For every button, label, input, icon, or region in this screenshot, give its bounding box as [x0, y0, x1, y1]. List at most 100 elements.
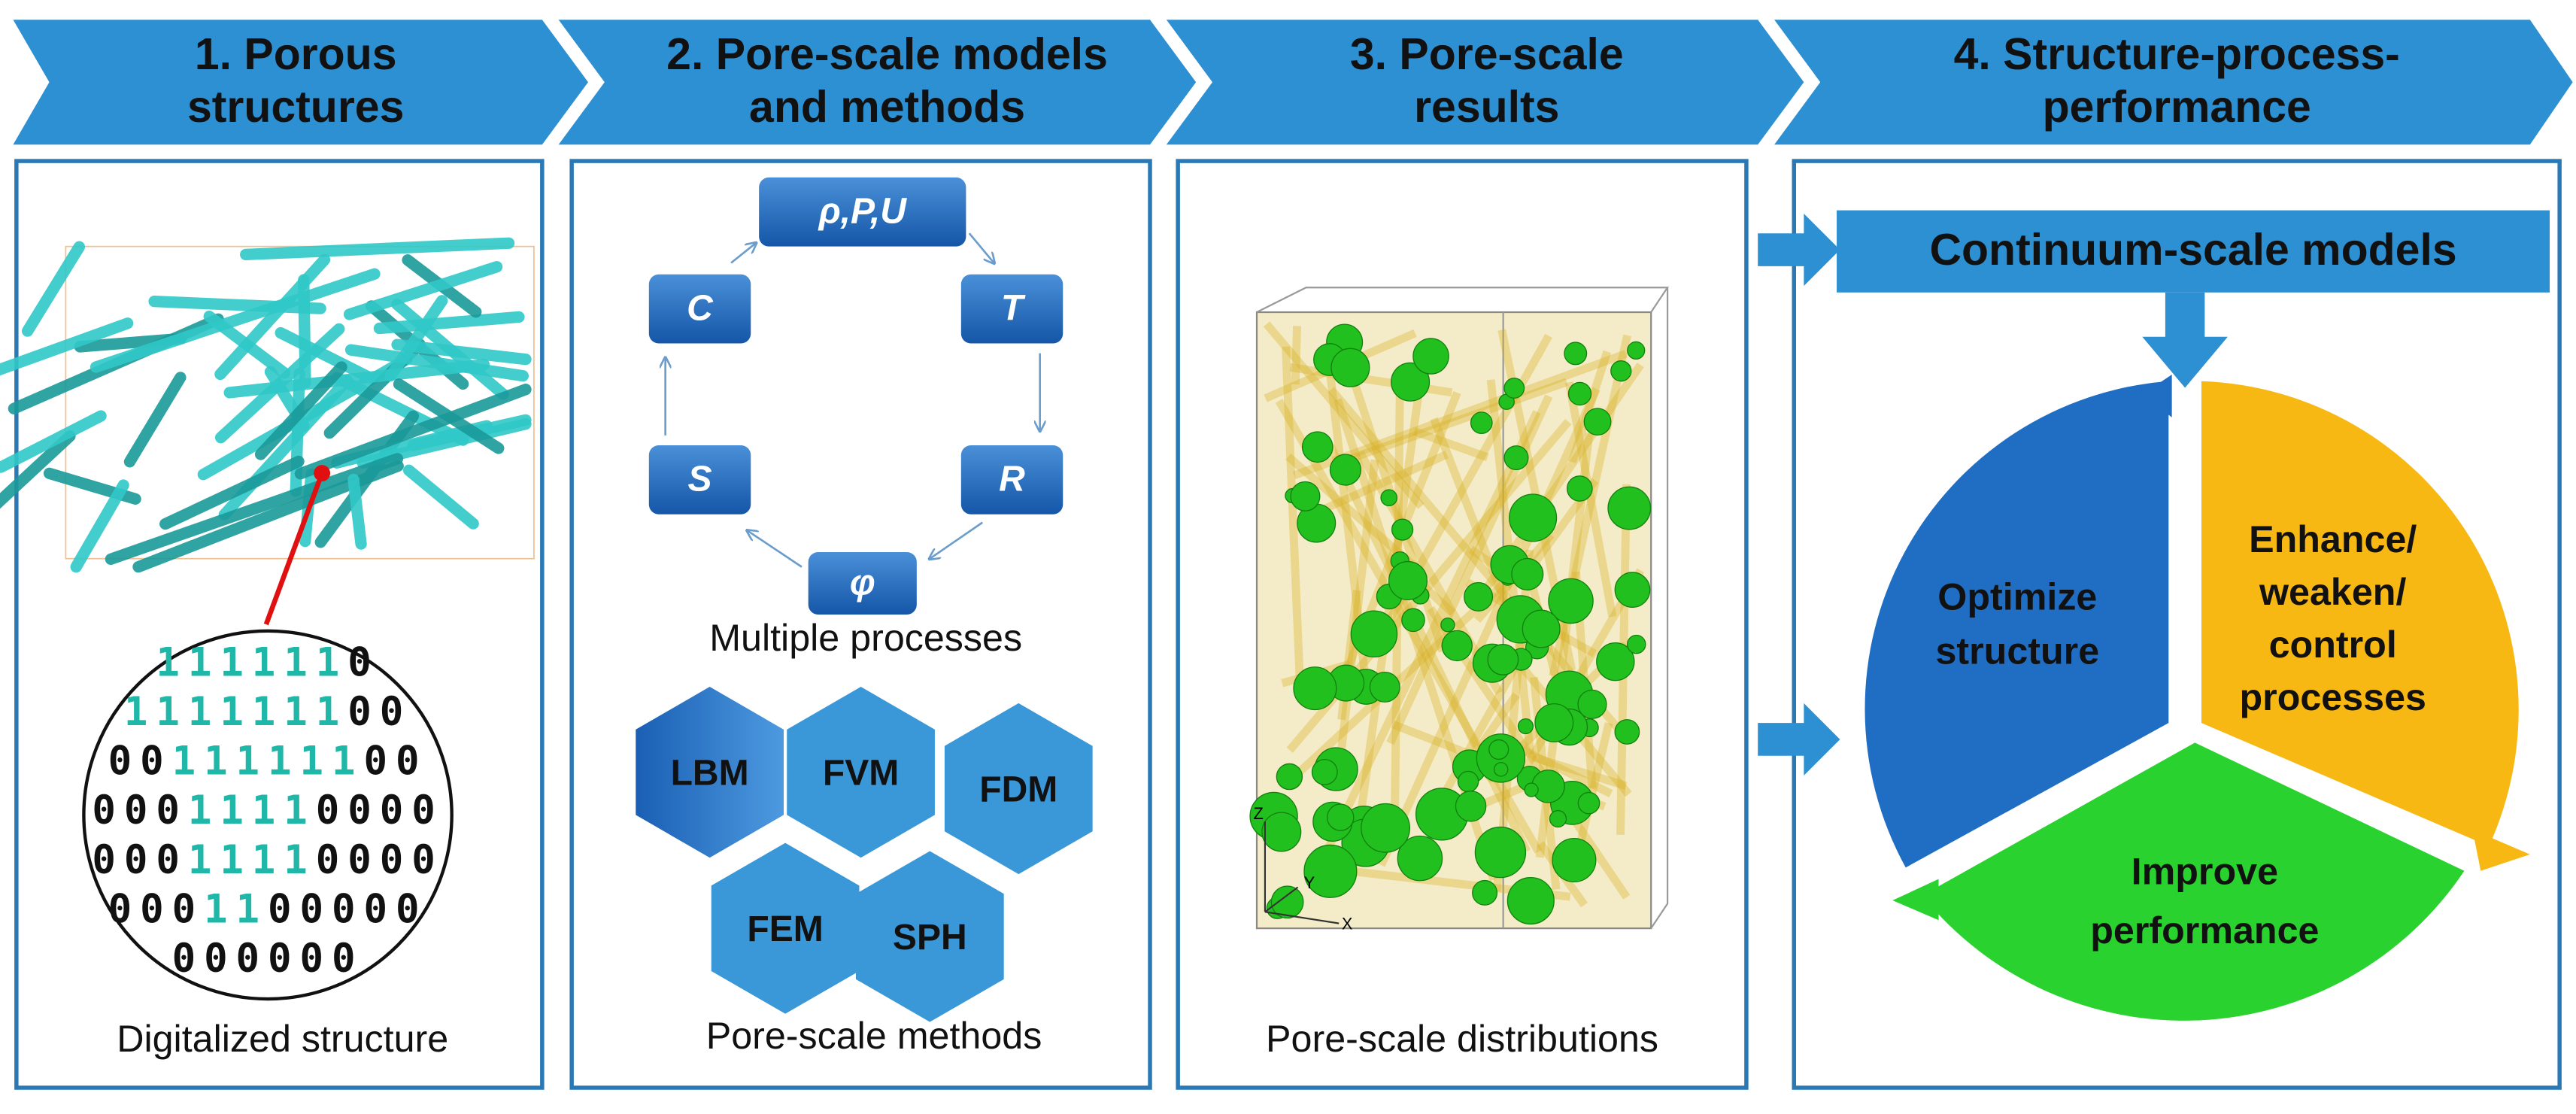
process-node — [648, 274, 751, 344]
step-title: 1. Porous — [195, 30, 397, 79]
fiber — [373, 311, 525, 335]
binary-row: 111111100 — [124, 689, 411, 735]
fiber — [275, 326, 376, 384]
method-label: FVM — [823, 754, 899, 794]
pore — [1311, 758, 1338, 785]
pore — [1472, 879, 1498, 906]
fiber — [159, 455, 305, 530]
fiber — [1326, 444, 1531, 854]
process-node — [960, 274, 1063, 344]
method-hexagon — [787, 687, 935, 858]
pore — [1511, 557, 1544, 590]
pore — [1270, 885, 1304, 919]
process-label: φ — [850, 563, 875, 603]
segment — [2201, 381, 2519, 846]
chevron — [1774, 20, 2573, 145]
segment-label: Improve — [2131, 850, 2278, 892]
fiber — [1377, 387, 1601, 867]
method-label: FDM — [979, 770, 1057, 810]
axis-label: X — [1342, 915, 1353, 933]
pore — [1487, 644, 1519, 675]
pore — [1506, 876, 1555, 925]
pore — [1350, 610, 1398, 658]
process-node — [648, 445, 751, 515]
process-node — [808, 551, 917, 615]
cycle-arrows — [666, 232, 1040, 568]
pore — [1327, 803, 1355, 831]
zoom-circle — [82, 629, 454, 1001]
fiber — [1291, 326, 1302, 385]
segment-label: Enhance/ — [2249, 518, 2417, 560]
pore — [1548, 578, 1594, 624]
fiber — [0, 410, 107, 473]
fiber — [123, 372, 187, 468]
fiber — [402, 464, 479, 530]
fiber — [384, 295, 448, 382]
binary-row: 00011110000 — [92, 788, 443, 833]
chevron — [13, 20, 588, 145]
chevron — [1166, 20, 1804, 145]
process-node — [759, 177, 966, 247]
binary-grid: 1111110111111100001111110000011110000000… — [92, 640, 443, 982]
binary-row: 00011110000 — [92, 837, 443, 883]
method-hexagon — [636, 687, 784, 858]
binary-row: 1111110 — [156, 640, 379, 686]
pore — [1261, 812, 1302, 852]
pore — [1522, 609, 1561, 648]
banner — [1837, 210, 2550, 293]
pore — [1577, 689, 1607, 719]
fiber — [1568, 350, 1612, 463]
segment-label: weaken/ — [2259, 571, 2406, 613]
pore — [1290, 481, 1321, 511]
pore — [1567, 381, 1592, 406]
fiber — [90, 268, 381, 373]
fiber — [0, 317, 134, 376]
segment-label: control — [2269, 624, 2397, 666]
segment-label: performance — [2090, 909, 2319, 952]
pore — [1464, 581, 1494, 612]
process-node — [960, 445, 1063, 515]
pore — [1503, 378, 1525, 399]
fiber — [298, 274, 311, 389]
axis-triad — [1264, 821, 1340, 924]
pore — [1397, 835, 1443, 882]
pore — [1330, 348, 1370, 387]
process-label: C — [687, 289, 714, 329]
fiber — [148, 296, 326, 314]
segment — [1922, 742, 2465, 1021]
pointer — [263, 472, 325, 626]
pore — [1607, 486, 1652, 530]
method-label: FEM — [747, 909, 823, 949]
pore — [1380, 489, 1398, 507]
fiber — [0, 430, 76, 509]
segment-label: Optimize — [1937, 576, 2097, 618]
chevron — [558, 20, 1197, 145]
pore — [1276, 763, 1303, 791]
pointer-dot — [314, 465, 331, 482]
step-title: and methods — [749, 83, 1025, 132]
pore — [1391, 362, 1431, 402]
process-label: R — [999, 460, 1025, 499]
pore — [1457, 770, 1479, 793]
binary-row: 0001100000 — [108, 886, 428, 932]
step-title: 2. Pore-scale models — [666, 30, 1108, 79]
binary-row: 0011111100 — [108, 739, 428, 785]
axis-label: Z — [1254, 804, 1264, 823]
pore — [1524, 782, 1539, 797]
pore — [1534, 703, 1574, 742]
pore-distribution — [1249, 287, 1670, 930]
fiber — [294, 384, 532, 480]
pore — [1610, 360, 1632, 382]
caption: Pore-scale methods — [706, 1015, 1042, 1057]
pore — [1470, 411, 1493, 434]
step-title: structures — [187, 83, 404, 132]
fiber — [1430, 417, 1519, 631]
pore — [1361, 803, 1411, 853]
pore — [1474, 826, 1527, 879]
pore — [1391, 518, 1414, 541]
caption: Multiple processes — [709, 617, 1022, 659]
pore — [1369, 671, 1400, 703]
axis-label: Y — [1304, 873, 1315, 892]
pore — [1412, 338, 1449, 375]
